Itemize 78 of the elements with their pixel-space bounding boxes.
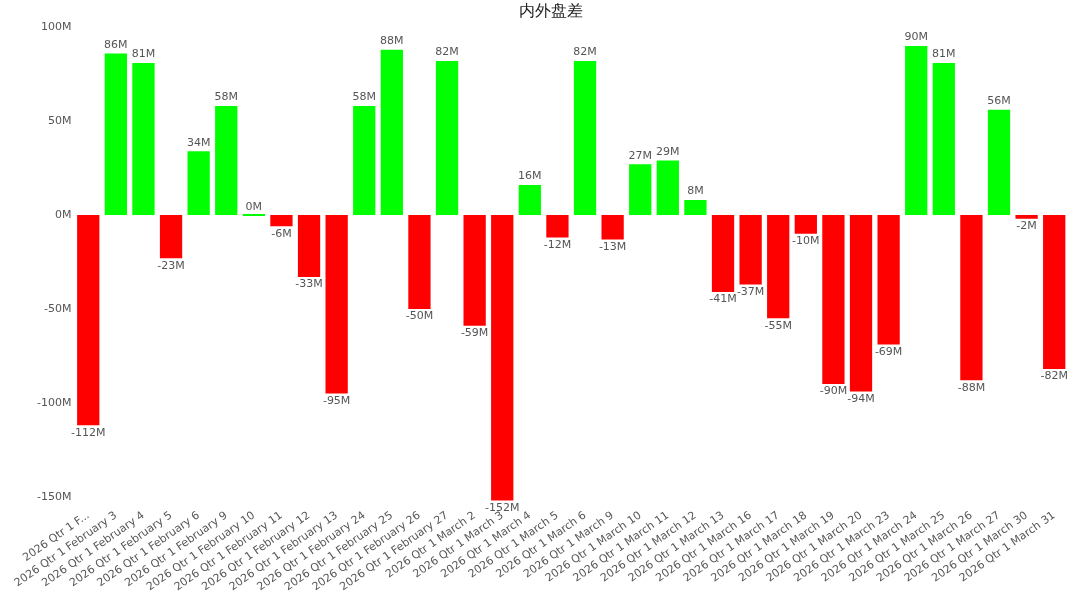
- data-label: 34M: [186, 135, 211, 149]
- data-label: 58M: [352, 90, 376, 104]
- data-label: 8M: [687, 184, 704, 198]
- y-tick-label: 0M: [54, 207, 72, 221]
- bar: [463, 214, 486, 326]
- data-label: -33M: [295, 277, 323, 291]
- data-label: 56M: [987, 94, 1011, 108]
- data-label: 0M: [245, 200, 263, 214]
- data-label: 58M: [214, 90, 238, 104]
- bar: [242, 213, 265, 216]
- bar: [905, 45, 928, 215]
- data-label: 90M: [904, 30, 928, 44]
- bar: [104, 53, 127, 215]
- bar: [132, 62, 155, 215]
- data-label: -13M: [598, 239, 627, 253]
- data-label: -55M: [764, 318, 792, 332]
- bar: [518, 184, 541, 215]
- data-label: -90M: [819, 384, 848, 398]
- bar: [1015, 214, 1038, 219]
- data-label: 81M: [932, 47, 956, 61]
- bar: [187, 151, 210, 215]
- y-tick-label: 50M: [47, 113, 72, 127]
- bar: [932, 62, 955, 215]
- bar: [822, 214, 845, 385]
- data-label: -94M: [847, 391, 875, 405]
- bar: [739, 214, 762, 285]
- bar: [353, 106, 376, 215]
- data-label: -82M: [1040, 369, 1068, 383]
- bar: [408, 214, 431, 309]
- data-label: -41M: [709, 292, 737, 306]
- bar: [601, 214, 624, 240]
- bar: [987, 109, 1011, 215]
- data-label: 82M: [573, 45, 597, 59]
- data-label: -88M: [957, 380, 986, 394]
- bar: [849, 214, 873, 392]
- data-label: 16M: [518, 169, 542, 183]
- y-tick-label: 100M: [40, 20, 72, 34]
- bar: [573, 61, 597, 215]
- bar: [656, 160, 679, 215]
- bar: [960, 214, 983, 381]
- data-label: 88M: [380, 34, 404, 48]
- data-label: 27M: [628, 148, 652, 162]
- data-label: -6M: [271, 226, 292, 240]
- data-label: -2M: [1016, 219, 1037, 233]
- data-label: -59M: [460, 326, 489, 340]
- bar: [215, 106, 238, 215]
- bar: [629, 164, 652, 215]
- y-tick-label: -50M: [43, 301, 72, 315]
- data-label: -10M: [792, 234, 820, 248]
- data-label: -37M: [736, 284, 765, 298]
- bar: [380, 49, 403, 215]
- bar: [767, 214, 790, 319]
- bar: [711, 214, 735, 292]
- data-label: -12M: [543, 237, 572, 251]
- bar: [270, 214, 293, 227]
- bar: [877, 214, 900, 345]
- bar: [1043, 214, 1066, 369]
- bar: [77, 214, 100, 426]
- bar: [491, 214, 514, 501]
- bar: [435, 61, 459, 215]
- bar: [297, 214, 321, 277]
- bar: [546, 214, 569, 238]
- y-tick-label: -150M: [36, 489, 72, 503]
- bar: [159, 214, 183, 259]
- data-label: 86M: [104, 37, 128, 51]
- data-label: -112M: [71, 425, 106, 439]
- bar: [325, 214, 348, 394]
- bar: [794, 214, 817, 234]
- data-label: -95M: [322, 393, 351, 407]
- y-tick-label: -100M: [36, 395, 72, 409]
- data-label: -50M: [405, 309, 434, 323]
- data-label: 29M: [656, 144, 680, 158]
- data-label: -69M: [874, 344, 903, 358]
- chart-title: 内外盘差: [519, 0, 583, 20]
- data-label: 82M: [435, 45, 459, 59]
- data-label: 81M: [131, 47, 156, 61]
- bar: [684, 199, 707, 215]
- data-label: -23M: [157, 258, 185, 272]
